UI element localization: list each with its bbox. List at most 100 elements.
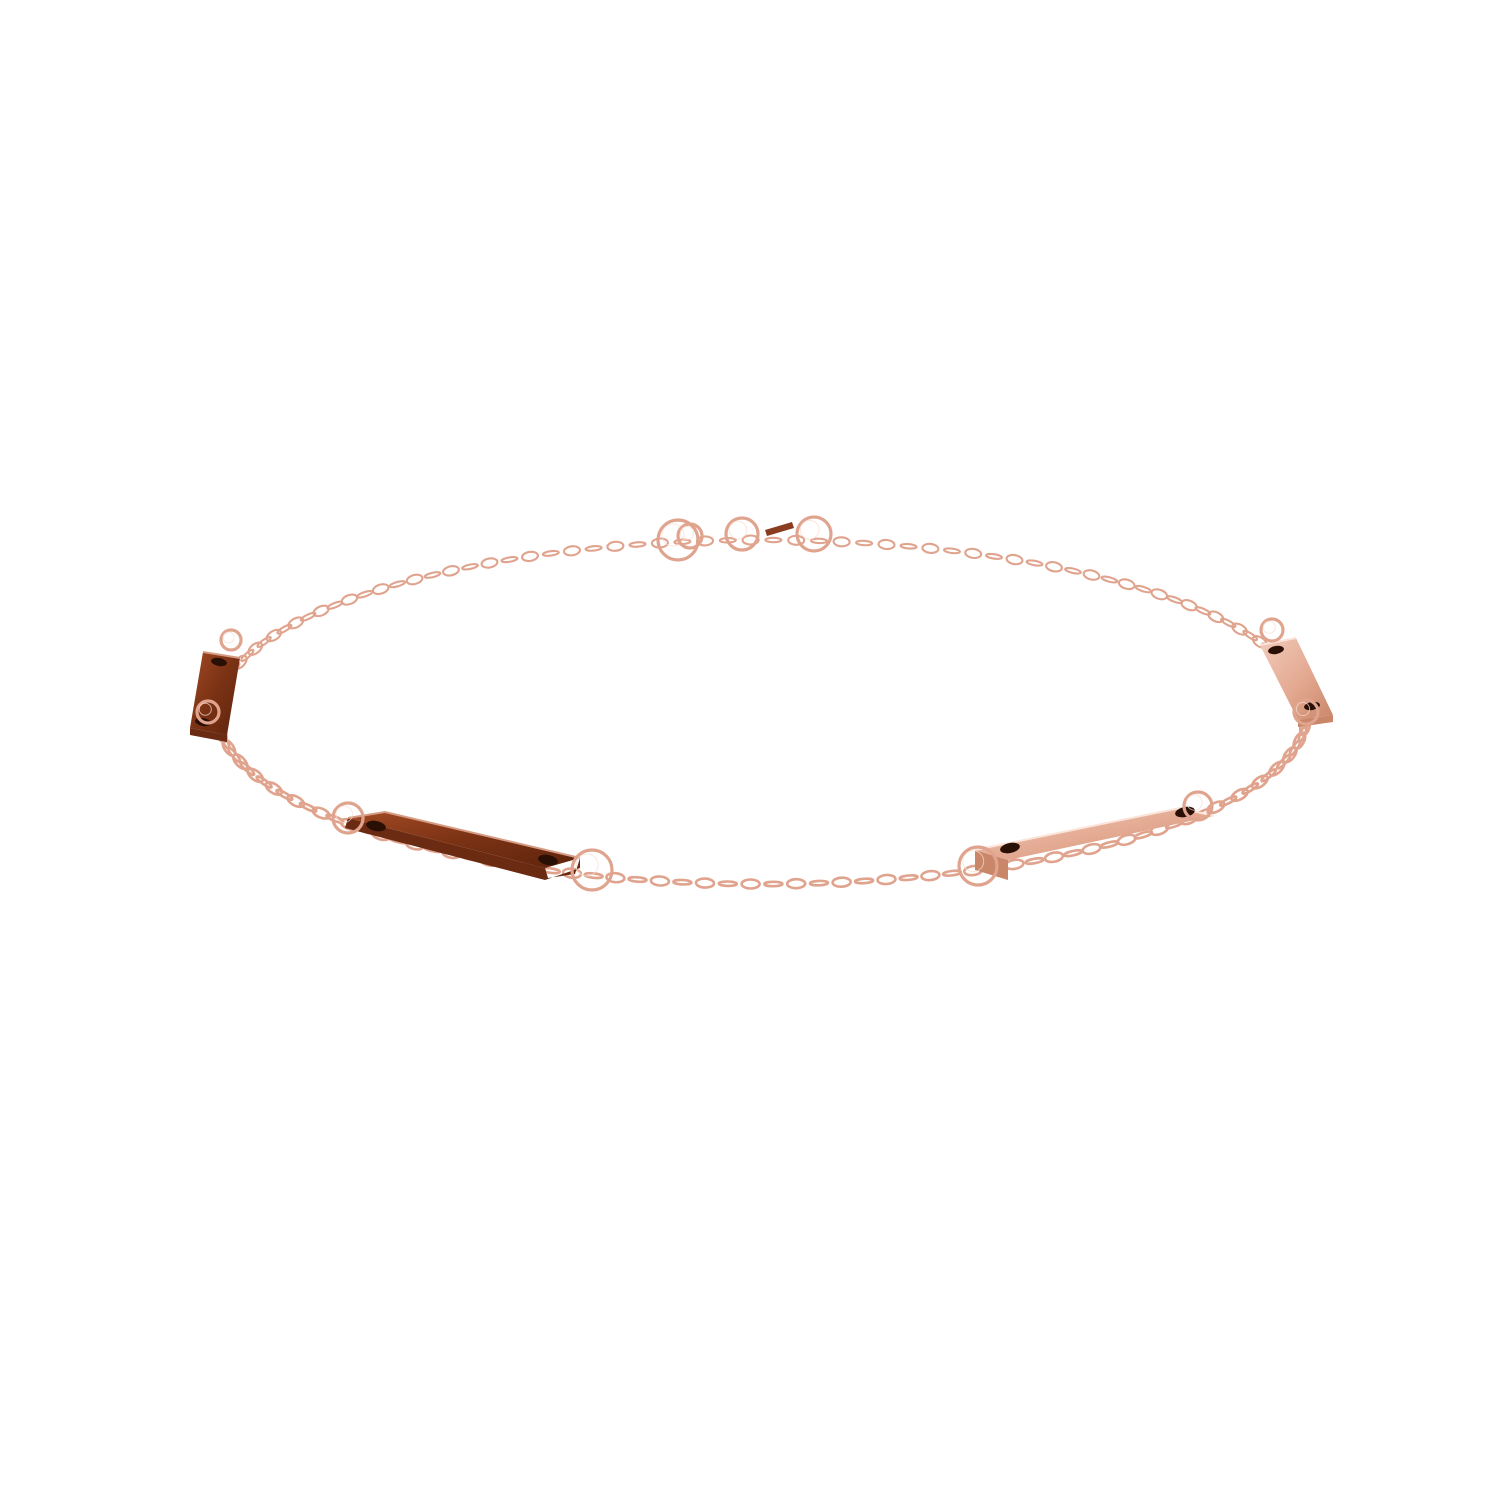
ring-highlight [1262, 620, 1276, 634]
ring-highlight [575, 853, 599, 877]
chain-link [1099, 840, 1120, 849]
chain-link [264, 781, 284, 796]
chain-link [741, 534, 760, 546]
chain-link [405, 573, 424, 586]
chain-link [898, 874, 919, 882]
ring-highlight [1186, 794, 1203, 811]
bar-face [975, 808, 1214, 860]
chain-link [1081, 842, 1102, 856]
chain-link [286, 794, 306, 809]
chain-link [255, 775, 273, 789]
jump-ring-icon [219, 628, 243, 652]
chain-link [584, 545, 603, 552]
end-ring-icon [795, 515, 833, 553]
chain-link [1206, 800, 1226, 815]
chain-link [246, 767, 265, 784]
right-back-bar-icon [1259, 617, 1333, 727]
ring-highlight [1295, 701, 1311, 717]
chain-link [1134, 584, 1153, 594]
bar-rim [347, 810, 581, 859]
chain-link [809, 537, 829, 545]
chain-link [442, 565, 460, 577]
jump-ring-icon [331, 801, 365, 835]
chain-link [1231, 622, 1248, 636]
chain-link [853, 877, 875, 885]
bar-edge [190, 728, 227, 742]
chain-link [1241, 782, 1260, 795]
chain-link [340, 593, 359, 606]
bar-hole [211, 657, 227, 667]
chain-link [943, 547, 961, 555]
chain-link [1260, 768, 1278, 783]
chain-link [605, 871, 626, 884]
bar-hole [366, 820, 386, 832]
bar-rim [202, 651, 241, 659]
chain-link [276, 623, 293, 635]
spring-ring-inner-icon [676, 522, 704, 550]
chain-link [740, 878, 761, 890]
chain-link [876, 873, 897, 886]
chain-link [256, 635, 272, 649]
chain-link [672, 878, 693, 886]
chain-link [1150, 588, 1169, 601]
chain-link [311, 806, 331, 820]
chain-link [371, 583, 390, 596]
chain-link [356, 589, 374, 599]
ring-highlight [679, 525, 695, 541]
chain-link [877, 538, 896, 551]
spring-ring-icon [656, 518, 700, 562]
chain-link [964, 547, 983, 560]
chain-link [1242, 629, 1259, 642]
ring-highlight [962, 850, 985, 873]
chain-link [1024, 857, 1045, 865]
chain-link [1082, 569, 1101, 581]
jump-ring-icon [1182, 790, 1214, 822]
chain-link [1207, 610, 1225, 624]
chain-link [985, 552, 1003, 560]
chain-link [627, 875, 648, 884]
chain-link [1043, 851, 1065, 864]
bar-edge [345, 818, 580, 880]
jump-ring-icon [570, 848, 614, 892]
chain-link [1117, 578, 1136, 591]
chain-link [1275, 753, 1292, 770]
jump-ring-icon [1259, 617, 1285, 643]
chain-link [606, 540, 625, 552]
chain-link [287, 616, 305, 630]
chain-link [298, 801, 318, 813]
chain-link [1230, 787, 1250, 803]
bar-face [1260, 638, 1333, 720]
clasp-tag-icon [765, 522, 794, 536]
chain-link [694, 877, 716, 889]
chain-link [423, 571, 442, 579]
bar-hole [1268, 645, 1284, 655]
ring-highlight [222, 631, 235, 644]
chain-link [831, 876, 852, 889]
chain-link [500, 556, 519, 564]
chain-link [480, 557, 499, 569]
chain-link [1100, 575, 1119, 584]
chain-link [1005, 553, 1024, 566]
ring-highlight [728, 520, 748, 540]
chain-link [541, 549, 560, 557]
chain-link [785, 877, 807, 890]
chain-link [299, 611, 317, 622]
bar-rim [974, 806, 1215, 851]
chain-link [899, 542, 918, 550]
ring-highlight [335, 805, 353, 823]
chain-link [326, 600, 344, 610]
clasp-icon [656, 515, 833, 562]
chain-link [1025, 559, 1044, 567]
left-back-bar-icon [190, 628, 243, 742]
chain-link [920, 869, 941, 882]
chain-link [275, 788, 294, 802]
chain-link [832, 536, 851, 548]
chain-link [808, 879, 830, 887]
chain-link [855, 539, 874, 547]
chain-link [1268, 760, 1286, 777]
chain-link [247, 641, 264, 656]
chain-link [1064, 566, 1082, 575]
chain-link [1218, 795, 1238, 807]
